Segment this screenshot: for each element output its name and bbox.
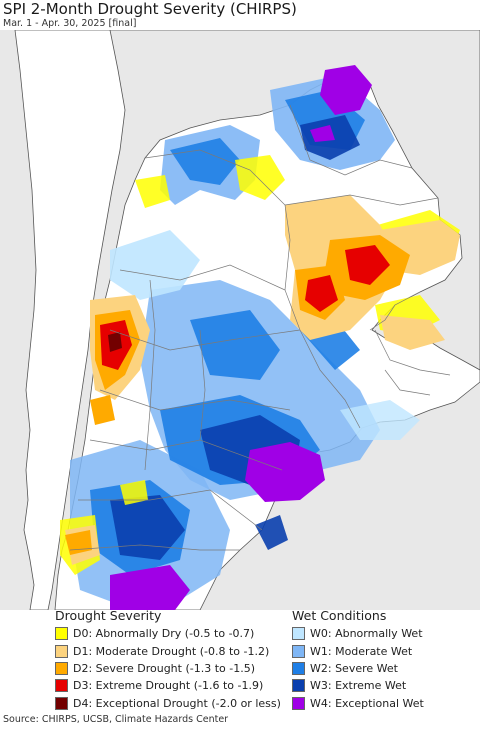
legend-swatch-w0 — [292, 627, 305, 641]
legend-item-w1: W1: Moderate Wet — [292, 642, 424, 659]
source-credit: Source: CHIRPS, UCSB, Climate Hazards Ce… — [3, 714, 229, 725]
legend-swatch-d1 — [55, 644, 68, 658]
legend-label-d0: D0: Abnormally Dry (-0.5 to -0.7) — [73, 627, 255, 641]
legend-swatch-w3 — [292, 679, 305, 693]
legend-swatch-w2 — [292, 661, 305, 675]
legend-item-w2: W2: Severe Wet — [292, 660, 424, 677]
legend-label-d2: D2: Severe Drought (-1.3 to -1.5) — [73, 661, 256, 675]
legend-item-w4: W4: Exceptional Wet — [292, 695, 424, 712]
legend-item-w3: W3: Extreme Wet — [292, 677, 424, 694]
west-coast-land — [14, 30, 126, 610]
legend-item-d2: D2: Severe Drought (-1.3 to -1.5) — [55, 660, 281, 677]
legend-swatch-d4 — [55, 696, 68, 710]
legend-swatch-d3 — [55, 679, 68, 693]
legend-item-d1: D1: Moderate Drought (-0.8 to -1.2) — [55, 642, 281, 659]
drought-map — [0, 30, 480, 610]
legend-item-w0: W0: Abnormally Wet — [292, 625, 424, 642]
map-title: SPI 2-Month Drought Severity (CHIRPS) — [3, 0, 297, 18]
legend-label-w4: W4: Exceptional Wet — [310, 696, 424, 710]
legend-swatch-w1 — [292, 644, 305, 658]
drought-legend: D0: Abnormally Dry (-0.5 to -0.7) D1: Mo… — [55, 625, 281, 712]
legend-label-d3: D3: Extreme Drought (-1.6 to -1.9) — [73, 679, 264, 693]
severity-overlays — [60, 65, 460, 610]
legend-label-w3: W3: Extreme Wet — [310, 679, 407, 693]
legend-swatch-d2 — [55, 661, 68, 675]
political-borders — [69, 104, 451, 551]
legend-item-d3: D3: Extreme Drought (-1.6 to -1.9) — [55, 677, 281, 694]
drought-legend-heading: Drought Severity — [55, 608, 162, 623]
map-subtitle: Mar. 1 - Apr. 30, 2025 [final] — [3, 18, 137, 29]
legend-item-d0: D0: Abnormally Dry (-0.5 to -0.7) — [55, 625, 281, 642]
legend-item-d4: D4: Exceptional Drought (-2.0 or less) — [55, 695, 281, 712]
legend-label-d1: D1: Moderate Drought (-0.8 to -1.2) — [73, 644, 270, 658]
legend-label-w1: W1: Moderate Wet — [310, 644, 413, 658]
wet-legend-heading: Wet Conditions — [292, 608, 387, 623]
legend-swatch-w4 — [292, 696, 305, 710]
wet-legend: W0: Abnormally Wet W1: Moderate Wet W2: … — [292, 625, 424, 712]
legend-label-w2: W2: Severe Wet — [310, 661, 398, 675]
legend-label-d4: D4: Exceptional Drought (-2.0 or less) — [73, 696, 281, 710]
legend-label-w0: W0: Abnormally Wet — [310, 627, 423, 641]
legend-swatch-d0 — [55, 627, 68, 641]
